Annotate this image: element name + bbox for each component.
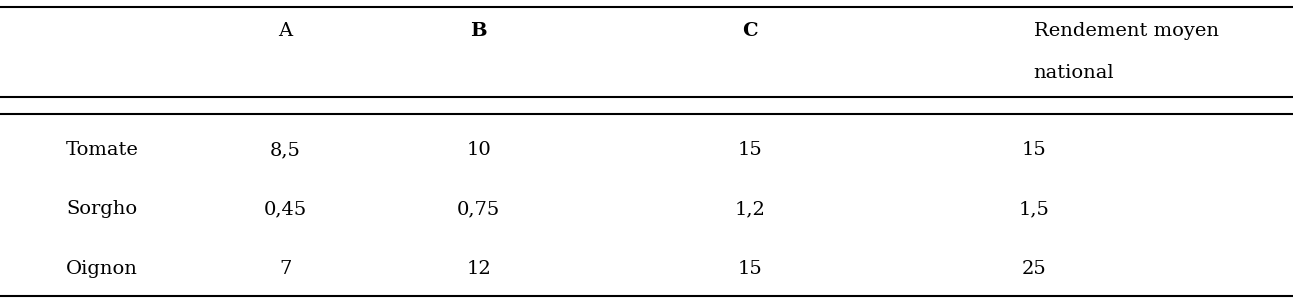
Text: 25: 25 — [1021, 260, 1046, 278]
Text: C: C — [742, 22, 758, 40]
Text: 10: 10 — [467, 141, 491, 159]
Text: Oignon: Oignon — [66, 260, 138, 278]
Text: 1,2: 1,2 — [734, 200, 765, 218]
Text: 7: 7 — [279, 260, 291, 278]
Text: A: A — [278, 22, 292, 40]
Text: 1,5: 1,5 — [1018, 200, 1049, 218]
Text: 12: 12 — [467, 260, 491, 278]
Text: 15: 15 — [1021, 141, 1046, 159]
Text: 15: 15 — [737, 260, 762, 278]
Text: Tomate: Tomate — [66, 141, 138, 159]
Text: B: B — [471, 22, 487, 40]
Text: 0,45: 0,45 — [264, 200, 306, 218]
Text: 8,5: 8,5 — [270, 141, 301, 159]
Text: Rendement moyen: Rendement moyen — [1033, 22, 1218, 40]
Text: 15: 15 — [737, 141, 762, 159]
Text: Sorgho: Sorgho — [66, 200, 137, 218]
Text: 0,75: 0,75 — [458, 200, 500, 218]
Text: national: national — [1033, 64, 1115, 82]
